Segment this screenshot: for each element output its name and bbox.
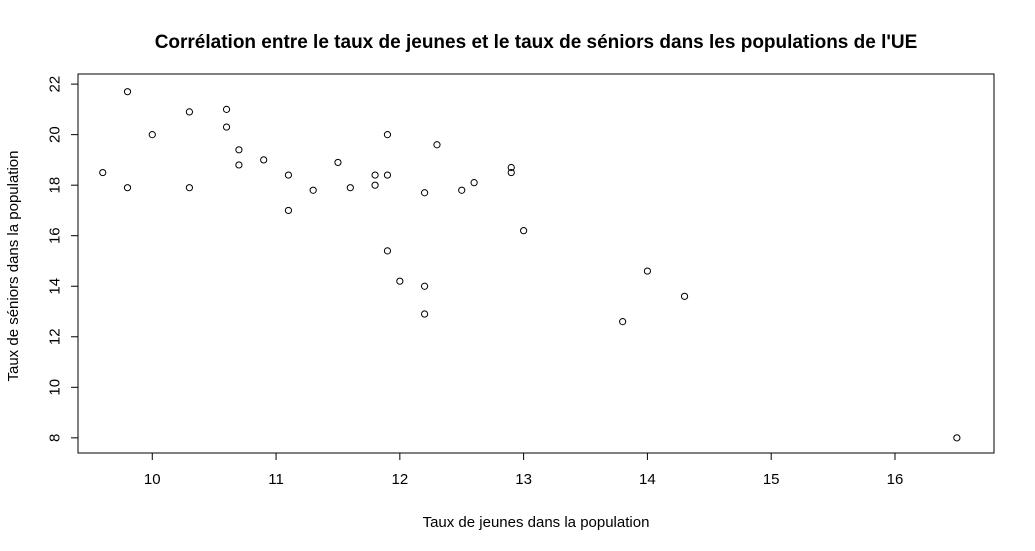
data-point	[507, 168, 515, 177]
data-point	[680, 292, 689, 300]
data-point	[953, 434, 961, 442]
y-tick-label: 20	[47, 126, 64, 143]
x-tick-label: 15	[763, 471, 780, 488]
y-tick-label: 8	[47, 434, 64, 442]
y-axis-label: Taux de séniors dans la population	[5, 151, 22, 382]
data-point	[371, 181, 379, 189]
data-point	[507, 163, 515, 172]
data-point	[284, 206, 293, 215]
data-point	[123, 88, 132, 96]
data-point	[185, 184, 194, 192]
data-point	[520, 227, 528, 235]
chart-title: Corrélation entre le taux de jeunes et l…	[155, 32, 918, 53]
plot-frame	[77, 73, 995, 454]
data-point	[123, 184, 132, 192]
x-axis-label: Taux de jeunes dans la population	[423, 514, 650, 531]
data-point	[433, 141, 441, 149]
data-point	[420, 310, 429, 318]
data-point	[185, 108, 194, 116]
data-point	[334, 158, 342, 167]
data-point	[643, 267, 652, 275]
data-point	[235, 161, 243, 169]
x-tick-label: 13	[515, 471, 532, 488]
data-point	[383, 247, 392, 255]
data-point	[222, 105, 231, 113]
data-point	[235, 146, 243, 154]
x-tick-label: 12	[391, 471, 408, 488]
data-point	[458, 186, 466, 194]
x-tick-label: 16	[887, 471, 904, 488]
data-point	[383, 131, 392, 139]
data-point	[396, 277, 404, 285]
y-tick-label: 12	[47, 328, 64, 345]
data-point	[222, 123, 231, 131]
data-point	[99, 168, 107, 177]
data-point	[309, 186, 317, 194]
data-point	[619, 318, 627, 326]
data-point	[346, 184, 354, 192]
x-axis: 10 11 12 13 14 15 16	[144, 452, 904, 488]
x-tick-label: 11	[268, 471, 284, 488]
data-point	[148, 131, 156, 139]
data-points	[99, 88, 961, 442]
y-tick-label: 10	[47, 379, 64, 396]
data-point	[420, 189, 429, 197]
x-tick-label: 10	[144, 471, 161, 488]
y-tick-label: 16	[47, 227, 64, 244]
y-tick-label: 14	[47, 278, 64, 295]
y-axis: 8 10 12 14 16 18 20 22	[47, 76, 79, 442]
data-point	[383, 171, 392, 179]
data-point	[260, 156, 268, 164]
data-point	[470, 179, 478, 187]
data-point	[371, 171, 379, 179]
data-point	[284, 171, 293, 179]
y-tick-label: 22	[47, 76, 64, 93]
data-point	[420, 282, 429, 290]
y-tick-label: 18	[47, 177, 64, 194]
x-tick-label: 14	[639, 471, 656, 488]
